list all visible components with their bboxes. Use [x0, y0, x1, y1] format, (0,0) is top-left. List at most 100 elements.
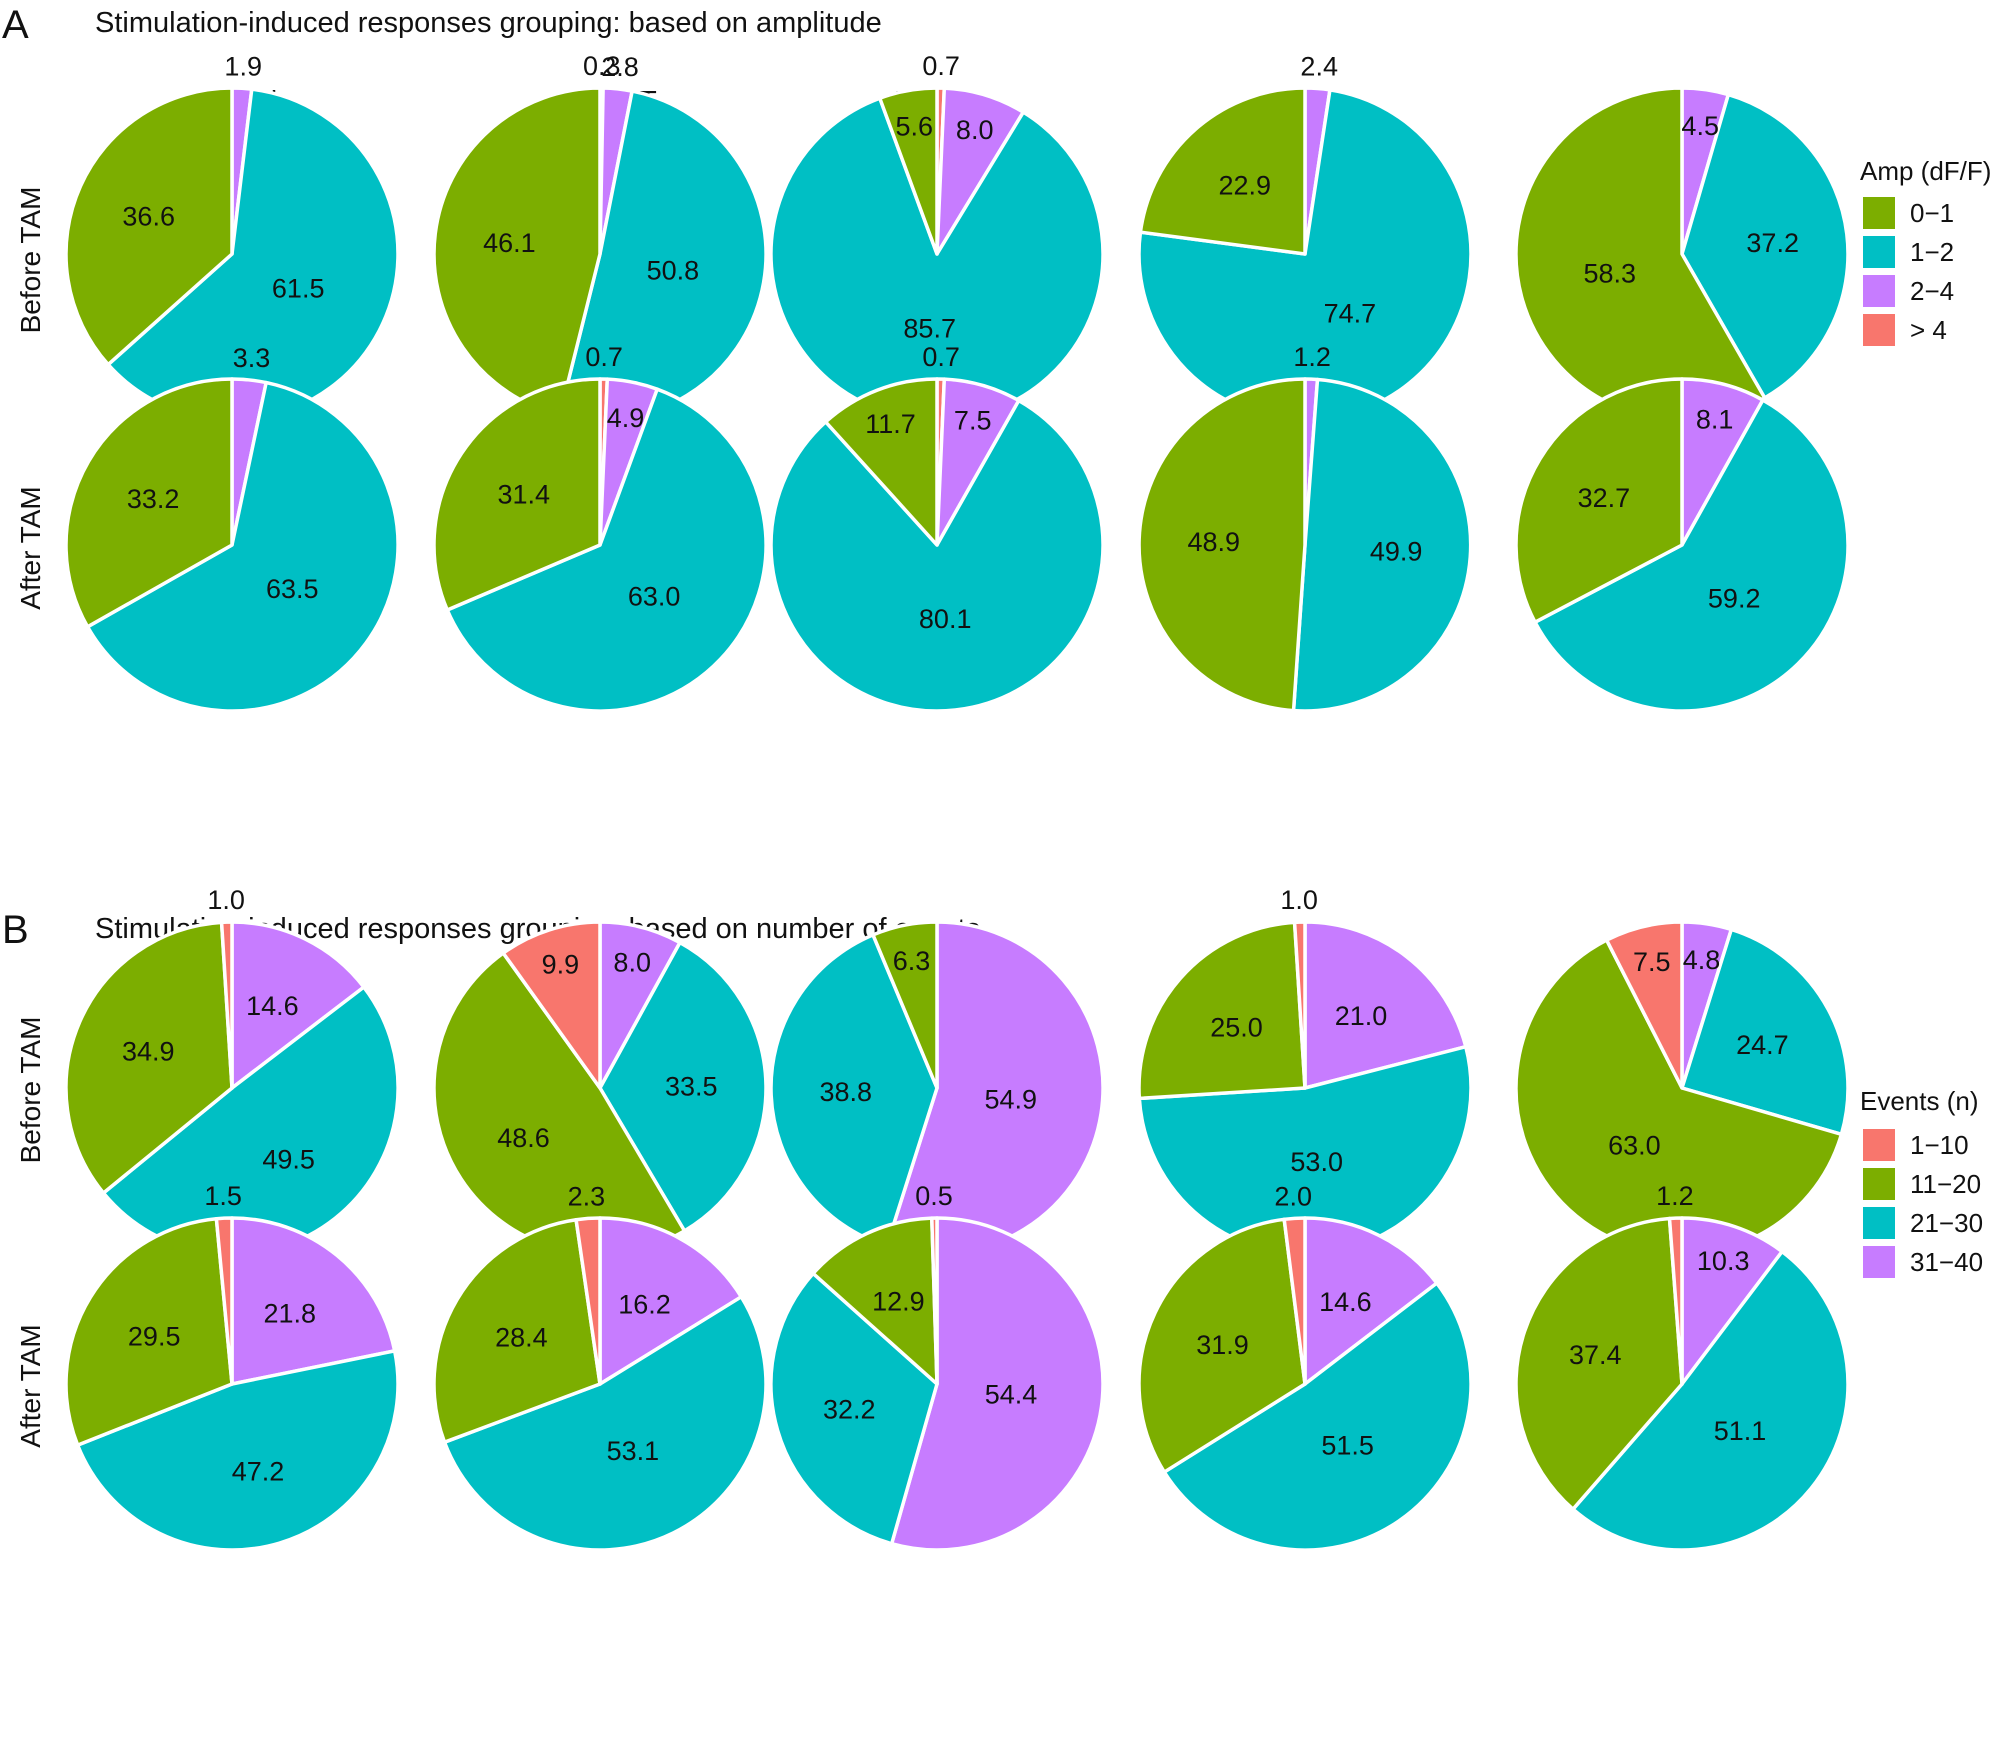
pie-slice	[64, 1216, 234, 1447]
pie-slice	[445, 387, 768, 713]
row-title: After TAM	[15, 1324, 46, 1447]
pie-slice	[598, 1216, 744, 1386]
pie: 4.8 24.7 63.0 7.5	[1514, 920, 1850, 1256]
slice-value-label: 31.9	[1196, 1330, 1249, 1360]
slice-value-label: 0.7	[922, 342, 960, 372]
pie-slice	[64, 86, 234, 367]
slice-value-label: 0.3	[583, 51, 621, 81]
slice-value-label: 4.9	[607, 403, 645, 433]
slice-value-label: 0.7	[922, 51, 960, 81]
slice-value-label: 29.5	[128, 1321, 181, 1351]
slice-value-label: 21.8	[264, 1298, 317, 1328]
pie: 1.9 61.5 36.6	[64, 51, 400, 422]
pie: 8.0 33.5 48.6 9.9	[432, 920, 768, 1256]
slice-value-label: 54.4	[985, 1379, 1038, 1409]
slice-value-label: 53.0	[1290, 1147, 1343, 1177]
pie: 4.5 37.2 58.3	[1514, 86, 1850, 422]
pie-slice	[432, 86, 602, 417]
slice-value-label: 0.5	[915, 1181, 953, 1211]
legend-swatch	[1863, 1207, 1895, 1239]
row-title: Before TAM	[15, 1017, 46, 1164]
slice-value-label: 48.6	[497, 1123, 550, 1153]
pie: 54.4 32.2 12.9 0.5	[769, 1181, 1105, 1552]
slice-value-label: 38.8	[820, 1077, 873, 1107]
slice-value-label: 3.3	[233, 343, 271, 373]
slice-value-label: 34.9	[122, 1037, 175, 1067]
legend-label: 11−20	[1910, 1169, 1981, 1199]
slice-value-label: 7.5	[954, 406, 992, 436]
pie-slice	[1514, 1216, 1684, 1511]
pie: 0.7 8.0 85.7 5.6	[769, 51, 1105, 422]
pie: 14.6 51.5 31.9 2.0	[1137, 1181, 1473, 1552]
pie-slice	[1137, 377, 1307, 713]
panel-title: Stimulation-induced responses grouping: …	[95, 7, 882, 39]
legend-label: > 4	[1910, 315, 1947, 345]
slice-value-label: 11.7	[865, 409, 916, 439]
slice-value-label: 4.8	[1683, 945, 1721, 975]
slice-value-label: 2.3	[568, 1182, 606, 1212]
pie-slice	[889, 1216, 1105, 1552]
pie: 16.2 53.1 28.4 2.3	[432, 1182, 768, 1552]
slice-value-label: 59.2	[1708, 584, 1761, 614]
pie-slice	[823, 377, 939, 547]
slice-value-label: 2.8	[601, 52, 639, 82]
pie: 0.7 7.5 80.1 11.7	[769, 342, 1105, 713]
pie-slice	[501, 920, 602, 1090]
pie-slice	[214, 1216, 234, 1386]
slice-value-label: 61.5	[272, 274, 325, 304]
legend-label: 2−4	[1910, 276, 1954, 306]
slice-value-label: 1.0	[207, 885, 245, 915]
slice-value-label: 1.5	[204, 1181, 242, 1211]
row-title: Before TAM	[15, 187, 46, 334]
legend-label: 0−1	[1910, 198, 1954, 228]
pie: 14.6 49.5 34.9 1.0	[64, 885, 400, 1256]
slice-value-label: 49.5	[262, 1145, 315, 1175]
pie-slice	[442, 1295, 768, 1552]
pie-slice	[574, 1216, 602, 1386]
pie-slice	[75, 1349, 400, 1552]
slice-value-label: 1.2	[1656, 1181, 1694, 1211]
legend-label: 1−10	[1910, 1130, 1969, 1160]
slice-value-label: 7.5	[1633, 947, 1671, 977]
legend-swatch	[1863, 1168, 1895, 1200]
slice-value-label: 14.6	[1319, 1287, 1372, 1317]
legend-label: 21−30	[1910, 1208, 1983, 1238]
slice-value-label: 48.9	[1188, 527, 1241, 557]
pie-slice	[769, 933, 939, 1248]
legend-swatch	[1863, 236, 1895, 268]
panel-letter: B	[2, 908, 29, 952]
pie-grid: Controlgeph WTK148RSSADNBefore TAMAfter …	[15, 885, 1850, 1552]
slice-value-label: 6.3	[893, 946, 931, 976]
slice-value-label: 8.0	[956, 115, 994, 145]
slice-value-label: 22.9	[1219, 170, 1272, 200]
pie-slice	[219, 920, 234, 1090]
pie-slice	[432, 1217, 602, 1444]
slice-value-label: 37.4	[1569, 1340, 1622, 1370]
legend: Events (n) 1−10 11−20 21−30 31−40	[1860, 1086, 1983, 1278]
slice-value-label: 49.9	[1370, 537, 1423, 567]
legend: Amp (dF/F) 0−1 1−2 2−4 > 4	[1860, 156, 1991, 346]
pie: 2.4 74.7 22.9	[1137, 52, 1473, 422]
pie-slice	[1162, 1281, 1473, 1552]
slice-value-label: 63.0	[628, 582, 681, 612]
slice-value-label: 1.9	[224, 51, 262, 81]
pie-slice	[1137, 920, 1307, 1101]
slice-value-label: 2.0	[1274, 1181, 1312, 1211]
pie: 1.2 49.9 48.9	[1137, 342, 1473, 713]
pie-slice	[432, 377, 602, 612]
slice-value-label: 31.4	[498, 480, 551, 510]
slice-value-label: 33.2	[127, 484, 180, 514]
slice-value-label: 47.2	[232, 1457, 285, 1487]
slice-value-label: 53.1	[607, 1436, 660, 1466]
pie-slice	[769, 1271, 939, 1546]
slice-value-label: 54.9	[985, 1085, 1038, 1115]
slice-value-label: 63.5	[266, 574, 319, 604]
pie-slice	[64, 377, 234, 629]
slice-value-label: 80.1	[919, 604, 972, 634]
pie-slice	[598, 940, 768, 1233]
pie-slice	[1303, 920, 1468, 1090]
pie-grid: Controlgeph WTK148RSSADNBefore TAMAfter …	[15, 51, 1850, 713]
row-title: After TAM	[15, 486, 46, 609]
pie-slice	[1667, 1216, 1684, 1386]
pie-slice	[64, 920, 234, 1195]
